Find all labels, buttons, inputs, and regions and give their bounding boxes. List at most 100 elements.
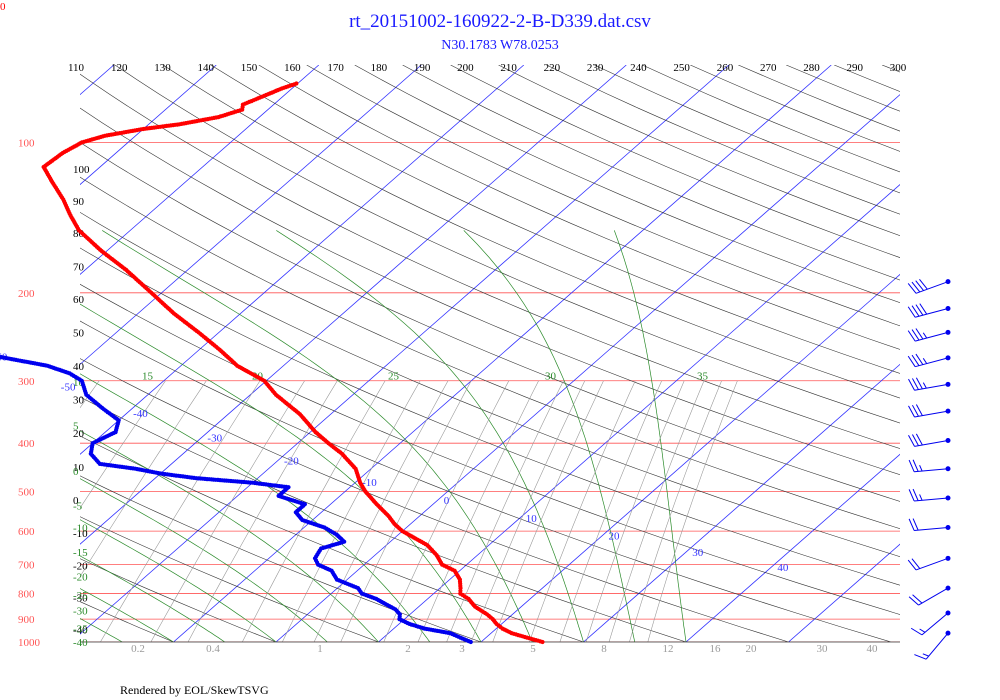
pressure-label: 1000 bbox=[18, 637, 41, 649]
wind-barb-feather bbox=[915, 433, 923, 446]
wind-barb bbox=[907, 328, 951, 342]
mixing-ratio-line bbox=[629, 380, 722, 642]
wind-barb-half-feather bbox=[922, 653, 929, 657]
wind-barb-feather bbox=[912, 459, 919, 472]
theta-left-label: 50 bbox=[73, 327, 85, 339]
dry-adiabat-line bbox=[80, 475, 482, 642]
isotherm-label: 20 bbox=[608, 530, 620, 542]
moist-adiabat-line bbox=[0, 230, 20, 642]
mixing-ratio-line bbox=[0, 381, 37, 642]
wind-barb-shaft bbox=[915, 331, 949, 342]
mixing-ratio-label: 40 bbox=[867, 643, 879, 655]
wind-barb-feather bbox=[908, 459, 915, 472]
wind-barb bbox=[908, 404, 951, 418]
isotherm-line bbox=[480, 273, 900, 642]
wind-barb-feather bbox=[907, 355, 916, 367]
render-credit: Rendered by EOL/SkewTSVG bbox=[120, 683, 269, 697]
wind-barb bbox=[914, 630, 951, 660]
corner-label: 0 bbox=[0, 1, 6, 13]
temperature-trace-point bbox=[294, 81, 299, 86]
wind-barb-shaft bbox=[914, 527, 949, 531]
isotherm-label: 10 bbox=[526, 513, 538, 525]
dry-adiabat-line bbox=[80, 73, 900, 449]
dry-adiabat-line bbox=[354, 65, 900, 304]
pressure-label: 400 bbox=[18, 438, 35, 450]
wind-barb bbox=[907, 278, 951, 294]
theta-left-label: 20 bbox=[73, 428, 85, 440]
dry-adiabat-line bbox=[546, 65, 900, 215]
wind-barb-feather bbox=[911, 354, 920, 366]
wind-barb bbox=[908, 488, 951, 502]
mixing-ratio-label: 3 bbox=[459, 643, 465, 655]
wind-barb-feather bbox=[912, 518, 919, 531]
dry-adiabat-line bbox=[80, 358, 789, 642]
isotherm-label: 30 bbox=[692, 547, 704, 559]
mixing-ratio-label: 0.2 bbox=[131, 643, 145, 655]
isotherm-line bbox=[378, 184, 900, 642]
moist-adiabat-line bbox=[80, 588, 174, 642]
pressure-label: 800 bbox=[18, 589, 35, 601]
moist-adiabat-label: -15 bbox=[73, 547, 88, 559]
wind-barb bbox=[908, 377, 951, 391]
dry-adiabat-line bbox=[0, 65, 71, 642]
isotherm-line bbox=[275, 94, 900, 642]
dry-adiabat-line bbox=[80, 435, 584, 642]
theta-left-label: -20 bbox=[73, 561, 88, 573]
wind-barb-feather bbox=[908, 596, 919, 606]
wind-barb-feather bbox=[911, 434, 919, 446]
dewpoint-trace-point bbox=[0, 354, 2, 359]
dry-adiabat-line bbox=[834, 65, 900, 92]
isotherm-line bbox=[80, 65, 525, 455]
mixing-ratio-line bbox=[446, 380, 564, 642]
wind-barb-feather bbox=[915, 353, 924, 365]
theta-top-label: 210 bbox=[500, 62, 517, 74]
wind-barb-feather bbox=[908, 518, 915, 531]
dry-adiabat-line bbox=[786, 65, 900, 112]
wind-barb-feather bbox=[908, 378, 915, 391]
wind-barb-feather bbox=[912, 488, 919, 501]
dry-adiabat-line bbox=[162, 65, 900, 399]
wind-barb-feather bbox=[907, 559, 917, 571]
moist-adiabat-label: 25 bbox=[388, 371, 400, 383]
moist-adiabat-label: -40 bbox=[73, 637, 88, 649]
theta-top-label: 160 bbox=[284, 62, 301, 74]
wind-barb-shaft bbox=[925, 632, 949, 660]
mixing-ratio-line bbox=[529, 380, 636, 642]
moist-adiabat-line bbox=[80, 478, 328, 642]
dewpoint-trace bbox=[0, 354, 473, 645]
dry-adiabat-line bbox=[80, 107, 900, 475]
pressure-label: 900 bbox=[18, 614, 35, 626]
isotherm-line bbox=[583, 363, 900, 642]
moist-adiabat-label: -20 bbox=[73, 572, 88, 584]
theta-left-label: 40 bbox=[73, 361, 85, 373]
wind-barb-feather bbox=[907, 306, 916, 318]
wind-barb-shaft bbox=[914, 468, 949, 473]
moist-adiabat-label: -10 bbox=[73, 523, 88, 535]
dry-adiabat-line bbox=[80, 211, 900, 557]
wind-barb-half-feather bbox=[919, 628, 926, 633]
moist-adiabat-label: 35 bbox=[697, 371, 709, 383]
theta-left-label: 100 bbox=[73, 164, 90, 176]
mixing-ratio-line bbox=[585, 380, 685, 642]
isotherm-line bbox=[685, 453, 900, 642]
moist-adiabat-label: -35 bbox=[73, 624, 88, 636]
theta-top-label: 220 bbox=[544, 62, 561, 74]
moist-adiabat-line bbox=[276, 230, 584, 642]
wind-barb bbox=[907, 353, 951, 368]
pressure-label: 200 bbox=[18, 288, 35, 300]
sounding-profiles bbox=[0, 81, 545, 645]
wind-barb-half-feather bbox=[919, 465, 923, 472]
chart-title: rt_20151002-160922-2-B-D339.dat.csv bbox=[349, 11, 651, 32]
wind-barb-shaft bbox=[914, 497, 949, 502]
wind-barb-half-feather bbox=[922, 358, 928, 364]
mixing-ratio-label: 1 bbox=[317, 643, 323, 655]
isotherm-label: 40 bbox=[777, 562, 789, 574]
moist-adiabat-line bbox=[80, 430, 379, 642]
wind-barb-feather bbox=[915, 328, 924, 340]
mixing-ratio-label: 0.4 bbox=[206, 643, 220, 655]
mixing-ratio-line bbox=[492, 380, 604, 642]
mixing-ratio-line bbox=[150, 380, 305, 642]
dry-adiabat-line bbox=[80, 516, 379, 642]
